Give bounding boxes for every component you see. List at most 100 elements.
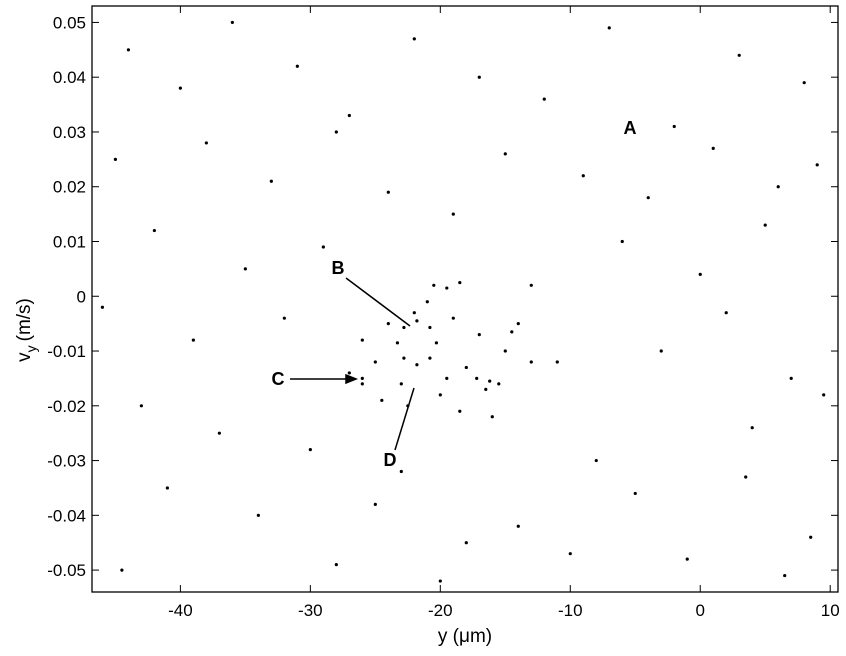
- point: [438, 579, 442, 583]
- point: [464, 541, 468, 545]
- y-tick-label: 0: [77, 287, 86, 306]
- y-tick-label: -0.05: [47, 561, 86, 580]
- point: [633, 491, 637, 496]
- point: [484, 387, 488, 391]
- point: [243, 267, 247, 271]
- annotation: C: [272, 369, 285, 389]
- point: [360, 338, 364, 342]
- point: [295, 64, 299, 68]
- point: [789, 376, 793, 381]
- point: [802, 81, 806, 85]
- point: [497, 382, 501, 386]
- point: [822, 393, 826, 397]
- point: [415, 363, 419, 367]
- y-tick-label: 0.04: [53, 68, 86, 87]
- y-tick-label: -0.01: [47, 342, 86, 361]
- point: [415, 319, 419, 323]
- point: [815, 163, 819, 167]
- point: [428, 356, 432, 360]
- point: [282, 316, 286, 320]
- point: [445, 376, 449, 381]
- point: [724, 311, 728, 315]
- point: [152, 228, 156, 233]
- point: [776, 185, 780, 189]
- y-tick-label: -0.04: [47, 506, 86, 525]
- point: [165, 486, 169, 490]
- point: [458, 280, 462, 285]
- point: [412, 37, 416, 41]
- point: [402, 356, 406, 360]
- point: [334, 130, 338, 134]
- arrows: [290, 277, 415, 451]
- x-tick-label: -10: [558, 601, 583, 620]
- arrow: [394, 387, 415, 451]
- point: [685, 557, 689, 561]
- y-label-main: v: [14, 352, 35, 362]
- point: [672, 124, 676, 129]
- point: [100, 305, 104, 309]
- point: [425, 300, 429, 304]
- point: [581, 174, 585, 178]
- x-tick-label: -40: [168, 601, 193, 620]
- point: [698, 272, 702, 276]
- point: [386, 322, 390, 326]
- point: [321, 245, 325, 249]
- y-tick-label: 0.05: [53, 13, 86, 32]
- point: [458, 409, 462, 413]
- point: [555, 360, 559, 364]
- point: [269, 179, 273, 183]
- y-label-unit: (m/s): [14, 298, 35, 341]
- point: [568, 552, 572, 556]
- point: [516, 524, 520, 528]
- point: [809, 535, 813, 539]
- point: [204, 141, 208, 145]
- point: [763, 223, 767, 227]
- point: [451, 212, 455, 216]
- point: [711, 146, 715, 150]
- point: [230, 20, 234, 25]
- point: [347, 371, 351, 375]
- x-axis-label: y (μm): [438, 626, 492, 647]
- point: [178, 86, 182, 90]
- point: [386, 190, 390, 194]
- arrowhead: [345, 373, 359, 385]
- arrow: [345, 277, 411, 327]
- point: [402, 325, 406, 330]
- point: [256, 513, 260, 517]
- y-tick-label: 0.02: [53, 178, 86, 197]
- plot-frame: [91, 5, 839, 593]
- point: [490, 415, 494, 419]
- point: [516, 322, 520, 326]
- point: [503, 152, 507, 156]
- point: [380, 398, 384, 402]
- point: [412, 311, 416, 315]
- point: [503, 349, 507, 353]
- point: [432, 283, 436, 287]
- point: [783, 573, 787, 578]
- point: [594, 458, 598, 463]
- point: [477, 332, 481, 337]
- point: [120, 568, 124, 572]
- point: [308, 448, 312, 452]
- point: [191, 338, 195, 342]
- x-tick-label: -20: [428, 601, 453, 620]
- point: [529, 283, 533, 287]
- point: [434, 341, 439, 345]
- annotation: D: [384, 450, 397, 470]
- point: [529, 360, 533, 364]
- x-tick-label: 0: [696, 601, 705, 620]
- point: [477, 75, 481, 79]
- point: [334, 563, 338, 567]
- y-tick-label: 0.03: [53, 123, 86, 142]
- point: [542, 97, 546, 101]
- point: [750, 426, 754, 430]
- point: [373, 360, 377, 364]
- point: [737, 53, 741, 57]
- point: [399, 382, 403, 386]
- point: [445, 286, 449, 290]
- point: [347, 113, 351, 118]
- point: [659, 349, 663, 353]
- point: [113, 157, 117, 161]
- point: [451, 316, 455, 320]
- point: [373, 502, 377, 506]
